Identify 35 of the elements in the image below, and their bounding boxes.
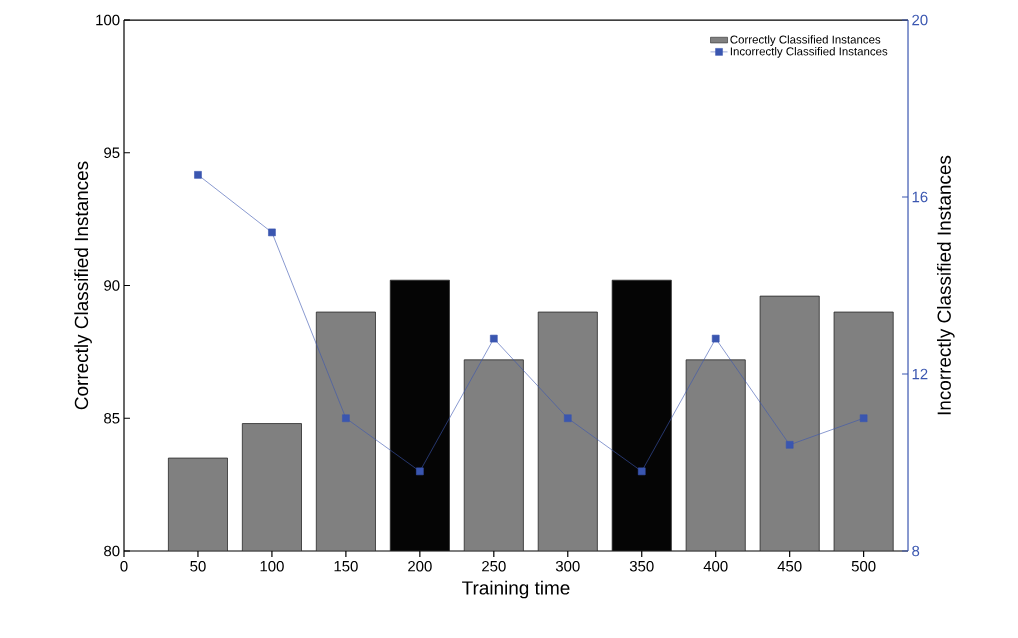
point bbox=[563, 414, 572, 423]
y2-axis-title: Incorrectly Classified Instances bbox=[936, 155, 955, 415]
y2-tick-label: 16 bbox=[912, 191, 928, 203]
y2-tick-label: 12 bbox=[912, 368, 928, 380]
x-tick-label: 350 bbox=[629, 560, 654, 572]
point bbox=[859, 414, 868, 423]
y2-tick-label: 8 bbox=[912, 545, 920, 557]
x-axis-title: Training time bbox=[462, 580, 570, 599]
x-tick-label: 300 bbox=[555, 560, 580, 572]
x-tick-label: 500 bbox=[851, 560, 876, 572]
x-tick-label: 100 bbox=[260, 560, 284, 572]
y-tick-label: 100 bbox=[96, 14, 120, 26]
point bbox=[268, 228, 276, 237]
x-tick-label: 250 bbox=[482, 560, 506, 572]
point bbox=[194, 171, 202, 179]
point bbox=[637, 467, 646, 476]
y2-tick-label: 20 bbox=[912, 14, 928, 26]
point bbox=[416, 467, 424, 476]
y-tick-label: 85 bbox=[104, 412, 120, 424]
point bbox=[342, 414, 350, 423]
x-tick-label: 200 bbox=[408, 560, 432, 572]
x-tick-label: 50 bbox=[190, 560, 206, 572]
x-tick-label: 0 bbox=[120, 560, 128, 572]
y-axis-title: Correctly Classified Instances bbox=[74, 161, 92, 410]
x-tick-label: 400 bbox=[703, 560, 728, 572]
y-tick-label: 80 bbox=[104, 545, 120, 557]
y-tick-label: 95 bbox=[104, 147, 120, 159]
legend-label: Correctly Classified Instances bbox=[730, 35, 881, 46]
point bbox=[785, 441, 794, 449]
y-tick-label: 90 bbox=[104, 280, 120, 291]
legend-label: Incorrectly Classified Instances bbox=[730, 46, 888, 58]
point bbox=[711, 334, 720, 343]
point bbox=[490, 334, 498, 343]
x-tick-label: 150 bbox=[334, 560, 358, 572]
x-tick-label: 450 bbox=[777, 560, 802, 572]
